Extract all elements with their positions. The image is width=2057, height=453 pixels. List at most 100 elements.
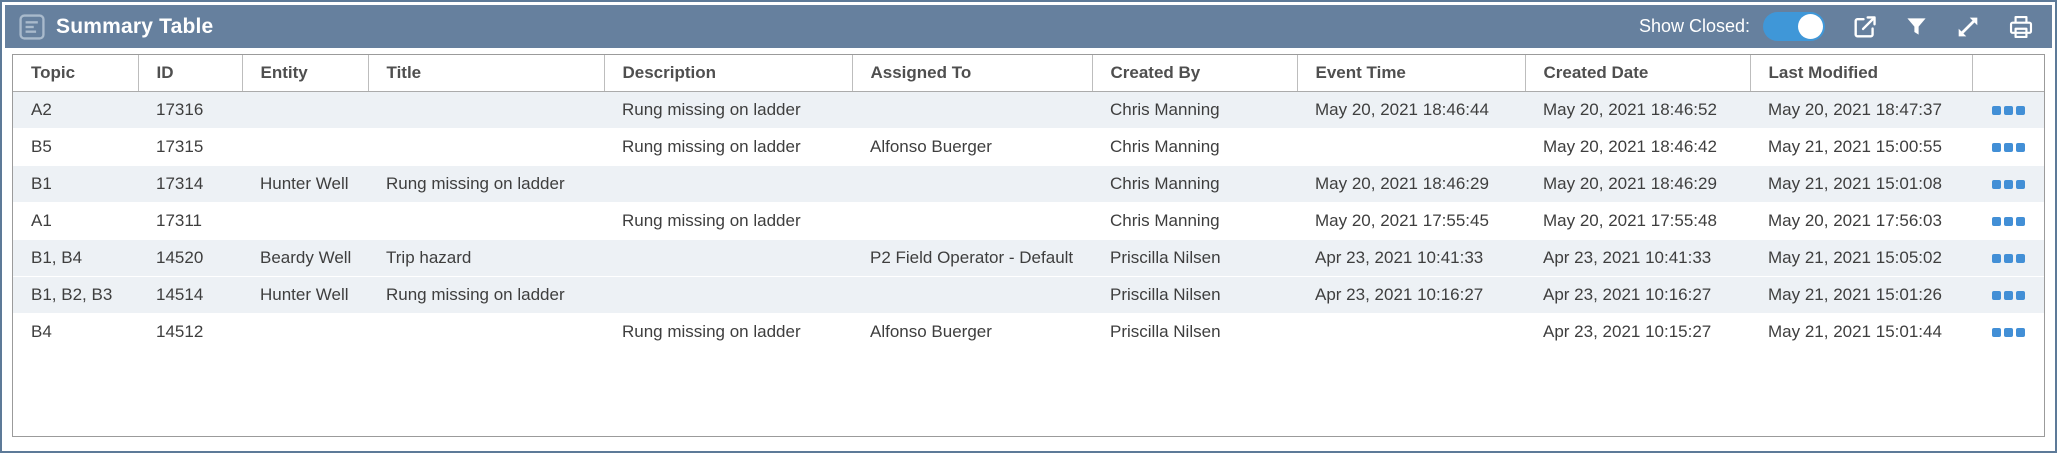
- column-header-event_time[interactable]: Event Time: [1297, 55, 1526, 92]
- cell-id: 14512: [138, 313, 242, 351]
- dot: [1991, 179, 2001, 189]
- cell-description: [604, 276, 852, 314]
- column-header-last_modified[interactable]: Last Modified: [1750, 55, 1973, 92]
- cell-last_modified: May 20, 2021 17:56:03: [1750, 202, 1972, 240]
- cell-created_date: May 20, 2021 18:46:42: [1525, 128, 1750, 166]
- cell-entity: Hunter Well: [242, 276, 368, 314]
- cell-created_by: Chris Manning: [1092, 165, 1297, 203]
- widget-titlebar: Summary Table Show Closed:: [5, 5, 2052, 48]
- table-row[interactable]: B4 14512 Rung missing on ladder Alfonso Bue…: [13, 313, 2044, 351]
- cell-assigned_to: Alfonso Buerger: [852, 128, 1092, 166]
- table-row[interactable]: A1 17311 Rung missing on ladder Chris Manni…: [13, 202, 2044, 240]
- cell-title: [368, 313, 604, 351]
- cell-description: [604, 239, 852, 277]
- cell-topic: B5: [13, 128, 138, 166]
- cell-assigned_to: [852, 165, 1092, 203]
- cell-title: Rung missing on ladder: [368, 165, 604, 203]
- column-header-assigned_to[interactable]: Assigned To: [852, 55, 1093, 92]
- summary-table-document-icon: [19, 13, 45, 40]
- cell-entity: Beardy Well: [242, 239, 368, 277]
- dot: [2015, 216, 2025, 226]
- summary-table-container: Topic ID Entity Title Description Assigned To…: [12, 54, 2045, 437]
- cell-description: Rung missing on ladder: [604, 91, 852, 129]
- cell-title: Rung missing on ladder: [368, 276, 604, 314]
- toggle-knob: [1798, 14, 1823, 39]
- more-options-dots-icon[interactable]: [1991, 327, 2025, 337]
- more-options-dots-icon[interactable]: [1991, 290, 2025, 300]
- cell-id: 17315: [138, 128, 242, 166]
- cell-description: Rung missing on ladder: [604, 313, 852, 351]
- row-actions-cell: [1972, 202, 2044, 240]
- cell-assigned_to: [852, 91, 1092, 129]
- summary-table: Topic ID Entity Title Description Assigned To…: [13, 55, 2044, 351]
- show-closed-toggle[interactable]: [1763, 12, 1825, 41]
- table-row[interactable]: B1, B2, B3 14514 Hunter Well Rung missing o…: [13, 276, 2044, 314]
- cell-id: 17314: [138, 165, 242, 203]
- dot: [2015, 327, 2025, 337]
- cell-topic: B4: [13, 313, 138, 351]
- more-options-dots-icon[interactable]: [1991, 179, 2025, 189]
- table-row[interactable]: B5 17315 Rung missing on ladder Alfonso Bue…: [13, 128, 2044, 166]
- dot: [1991, 253, 2001, 263]
- more-options-dots-icon[interactable]: [1991, 253, 2025, 263]
- column-header-topic[interactable]: Topic: [13, 55, 139, 92]
- cell-event_time: May 20, 2021 18:46:29: [1297, 165, 1525, 203]
- dot: [1991, 290, 2001, 300]
- show-closed-label: Show Closed:: [1638, 16, 1750, 36]
- cell-event_time: Apr 23, 2021 10:16:27: [1297, 276, 1525, 314]
- cell-topic: B1: [13, 165, 138, 203]
- cell-created_by: Priscilla Nilsen: [1092, 239, 1297, 277]
- cell-entity: [242, 202, 368, 240]
- more-options-dots-icon[interactable]: [1991, 216, 2025, 226]
- dot: [2003, 179, 2013, 189]
- cell-last_modified: May 21, 2021 15:05:02: [1750, 239, 1972, 277]
- cell-title: [368, 202, 604, 240]
- more-options-dots-icon[interactable]: [1991, 142, 2025, 152]
- print-icon[interactable]: [2008, 14, 2034, 40]
- cell-last_modified: May 20, 2021 18:47:37: [1750, 91, 1972, 129]
- dot: [2003, 105, 2013, 115]
- more-options-dots-icon[interactable]: [1991, 105, 2025, 115]
- cell-id: 14520: [138, 239, 242, 277]
- cell-event_time: May 20, 2021 18:46:44: [1297, 91, 1525, 129]
- dot: [2015, 179, 2025, 189]
- dot: [1991, 142, 2001, 152]
- cell-event_time: May 20, 2021 17:55:45: [1297, 202, 1525, 240]
- cell-description: Rung missing on ladder: [604, 202, 852, 240]
- cell-last_modified: May 21, 2021 15:00:55: [1750, 128, 1972, 166]
- table-row[interactable]: B1, B4 14520 Beardy Well Trip hazard P2 Fiel…: [13, 239, 2044, 277]
- cell-assigned_to: Alfonso Buerger: [852, 313, 1092, 351]
- column-header-description[interactable]: Description: [604, 55, 853, 92]
- column-header-created_by[interactable]: Created By: [1092, 55, 1298, 92]
- cell-topic: A1: [13, 202, 138, 240]
- cell-event_time: [1297, 128, 1525, 166]
- row-actions-cell: [1972, 165, 2044, 203]
- table-row[interactable]: A2 17316 Rung missing on ladder Chris Manni…: [13, 91, 2044, 129]
- dot: [2015, 253, 2025, 263]
- column-header-title[interactable]: Title: [368, 55, 605, 92]
- widget-title: Summary Table: [56, 14, 214, 38]
- cell-entity: [242, 91, 368, 129]
- dot: [2003, 327, 2013, 337]
- dot: [2003, 290, 2013, 300]
- cell-created_date: May 20, 2021 17:55:48: [1525, 202, 1750, 240]
- dot: [2003, 216, 2013, 226]
- column-header-entity[interactable]: Entity: [242, 55, 369, 92]
- column-header-id[interactable]: ID: [138, 55, 243, 92]
- cell-last_modified: May 21, 2021 15:01:26: [1750, 276, 1972, 314]
- cell-entity: [242, 128, 368, 166]
- filter-icon[interactable]: [1905, 15, 1928, 38]
- cell-entity: [242, 313, 368, 351]
- external-link-icon[interactable]: [1852, 14, 1878, 40]
- row-actions-cell: [1972, 276, 2044, 314]
- cell-assigned_to: [852, 202, 1092, 240]
- table-row[interactable]: B1 17314 Hunter Well Rung missing on ladder…: [13, 165, 2044, 203]
- column-header-created_date[interactable]: Created Date: [1525, 55, 1751, 92]
- table-header-row: Topic ID Entity Title Description Assigned To…: [13, 55, 2044, 92]
- dot: [2003, 253, 2013, 263]
- cell-created_date: May 20, 2021 18:46:29: [1525, 165, 1750, 203]
- cell-description: Rung missing on ladder: [604, 128, 852, 166]
- cell-created_date: Apr 23, 2021 10:41:33: [1525, 239, 1750, 277]
- expand-icon[interactable]: [1955, 14, 1981, 40]
